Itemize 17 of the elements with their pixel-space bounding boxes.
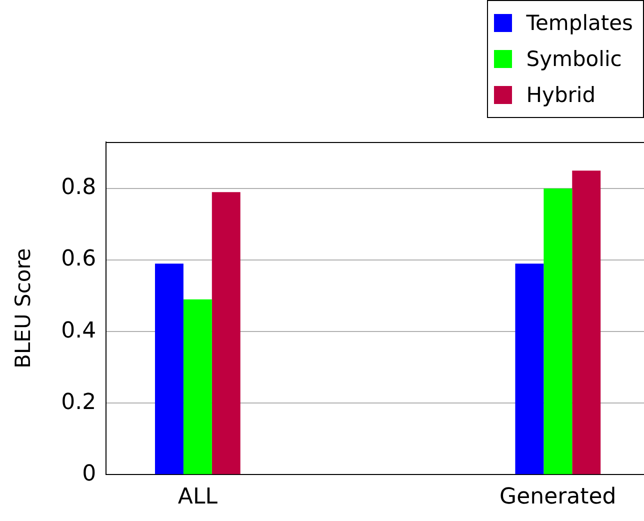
x-tick-label: Generated: [500, 484, 616, 510]
y-tick-label: 0.2: [61, 390, 96, 415]
y-tick-label: 0.8: [61, 175, 96, 200]
bar: [212, 192, 240, 474]
legend-label: Templates: [526, 11, 633, 35]
y-tick-label: 0: [82, 461, 96, 486]
y-tick-label: 0.4: [61, 318, 96, 344]
bar: [183, 299, 212, 474]
bar: [155, 264, 184, 474]
x-tick-label: ALL: [178, 484, 218, 510]
bar: [544, 188, 572, 474]
y-tick-label: 0.6: [61, 246, 96, 272]
y-axis-title: BLEU Score: [11, 248, 36, 368]
legend-label: Symbolic: [526, 47, 622, 71]
bar: [515, 264, 544, 474]
legend-label: Hybrid: [526, 83, 596, 107]
bar: [572, 170, 601, 474]
